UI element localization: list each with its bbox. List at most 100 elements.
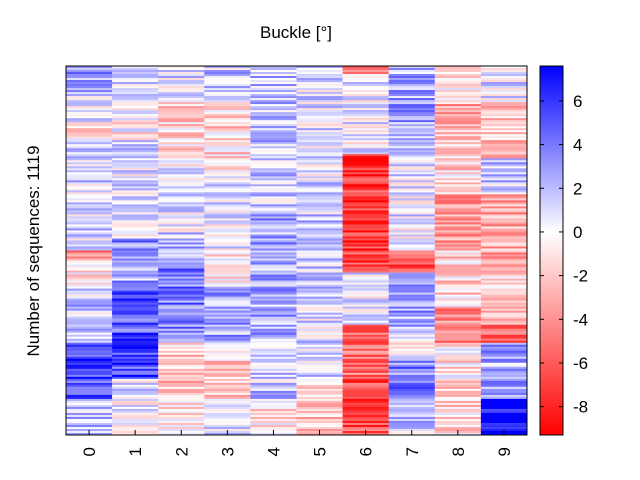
heatmap-cell — [434, 372, 482, 376]
heatmap-cell — [434, 228, 482, 231]
heatmap-cell — [342, 246, 389, 249]
heatmap-cell — [388, 352, 436, 356]
heatmap-cell — [388, 292, 436, 295]
heatmap-cell — [342, 182, 389, 185]
heatmap-cell — [66, 348, 113, 352]
heatmap-cell — [388, 340, 436, 344]
heatmap-cell — [342, 158, 389, 161]
heatmap-cell — [388, 336, 436, 340]
heatmap-cell — [250, 88, 297, 91]
heatmap-cell — [342, 318, 389, 321]
heatmap-column-1 — [112, 66, 159, 436]
heatmap-cell — [204, 198, 251, 201]
heatmap-cell — [204, 74, 251, 77]
heatmap-cell — [66, 214, 113, 217]
heatmap-cell — [434, 220, 482, 223]
heatmap-cell — [342, 326, 389, 330]
heatmap-cell — [250, 172, 297, 175]
heatmap-cell — [434, 148, 482, 151]
heatmap-cell — [434, 66, 482, 69]
heatmap-cell — [342, 68, 389, 71]
heatmap-cell — [66, 302, 113, 305]
heatmap-cell — [250, 322, 297, 326]
heatmap-cell — [342, 98, 389, 101]
heatmap-cell — [388, 302, 436, 305]
heatmap-cell — [112, 310, 159, 313]
heatmap-cell — [434, 224, 482, 227]
heatmap-cell — [112, 70, 159, 73]
heatmap-cell — [342, 238, 389, 241]
heatmap-cell — [112, 84, 159, 87]
heatmap-cell — [388, 70, 436, 73]
heatmap-cell — [480, 92, 528, 95]
heatmap-cell — [480, 82, 528, 85]
heatmap-cell — [66, 178, 113, 181]
heatmap-cell — [250, 200, 297, 203]
heatmap-cell — [112, 332, 159, 336]
heatmap-cell — [66, 384, 113, 388]
heatmap-cell — [342, 268, 389, 271]
heatmap-cell — [342, 200, 389, 203]
heatmap-cell — [342, 126, 389, 129]
heatmap-cell — [296, 412, 343, 416]
heatmap-cell — [250, 256, 297, 259]
heatmap-cell — [112, 212, 159, 215]
heatmap-cell — [296, 424, 343, 428]
heatmap-cell — [296, 226, 343, 229]
heatmap-cell — [434, 276, 482, 279]
heatmap-cell — [480, 244, 528, 247]
heatmap-cell — [250, 326, 297, 330]
heatmap-cell — [480, 136, 528, 139]
heatmap-cell — [158, 220, 205, 223]
heatmap-cell — [296, 422, 343, 426]
heatmap-cell — [480, 112, 528, 115]
heatmap-cell — [66, 268, 113, 271]
heatmap-cell — [158, 328, 205, 332]
heatmap-cell — [388, 168, 436, 171]
heatmap-cell — [480, 164, 528, 167]
heatmap-cell — [204, 298, 251, 301]
heatmap-cell — [388, 372, 436, 376]
heatmap-cell — [158, 182, 205, 185]
heatmap-cell — [66, 128, 113, 131]
heatmap-cell — [66, 310, 113, 313]
heatmap-cell — [204, 288, 251, 291]
heatmap-cell — [204, 76, 251, 79]
heatmap-cell — [342, 240, 389, 243]
heatmap-cell — [204, 296, 251, 299]
heatmap-column-7 — [388, 66, 436, 436]
heatmap-cell — [296, 214, 343, 217]
heatmap-cell — [112, 108, 159, 111]
heatmap-cell — [342, 286, 389, 289]
heatmap-cell — [204, 128, 251, 131]
heatmap-cell — [66, 322, 113, 326]
heatmap-cell — [388, 238, 436, 241]
heatmap-cell — [112, 360, 159, 364]
heatmap-cell — [434, 390, 482, 394]
heatmap-cell — [388, 264, 436, 267]
heatmap-cell — [158, 402, 205, 406]
heatmap-cell — [342, 90, 389, 93]
heatmap-cell — [388, 314, 436, 317]
heatmap-cell — [112, 216, 159, 219]
heatmap-cell — [434, 356, 482, 360]
heatmap-cell — [342, 298, 389, 301]
heatmap-cell — [296, 168, 343, 171]
heatmap-cell — [296, 152, 343, 155]
heatmap-cell — [342, 330, 389, 334]
heatmap-cell — [158, 410, 205, 414]
heatmap-cell — [66, 114, 113, 117]
heatmap-cell — [480, 304, 528, 307]
heatmap-cell — [342, 340, 389, 344]
heatmap-cell — [480, 294, 528, 297]
heatmap-cell — [204, 206, 251, 209]
heatmap-cell — [204, 322, 251, 326]
heatmap-cell — [296, 144, 343, 147]
heatmap-cell — [66, 118, 113, 121]
heatmap-cell — [204, 168, 251, 171]
heatmap-cell — [158, 396, 205, 400]
heatmap-cell — [66, 96, 113, 99]
heatmap-cell — [342, 350, 389, 354]
heatmap-cell — [480, 370, 528, 374]
heatmap-cell — [66, 356, 113, 360]
